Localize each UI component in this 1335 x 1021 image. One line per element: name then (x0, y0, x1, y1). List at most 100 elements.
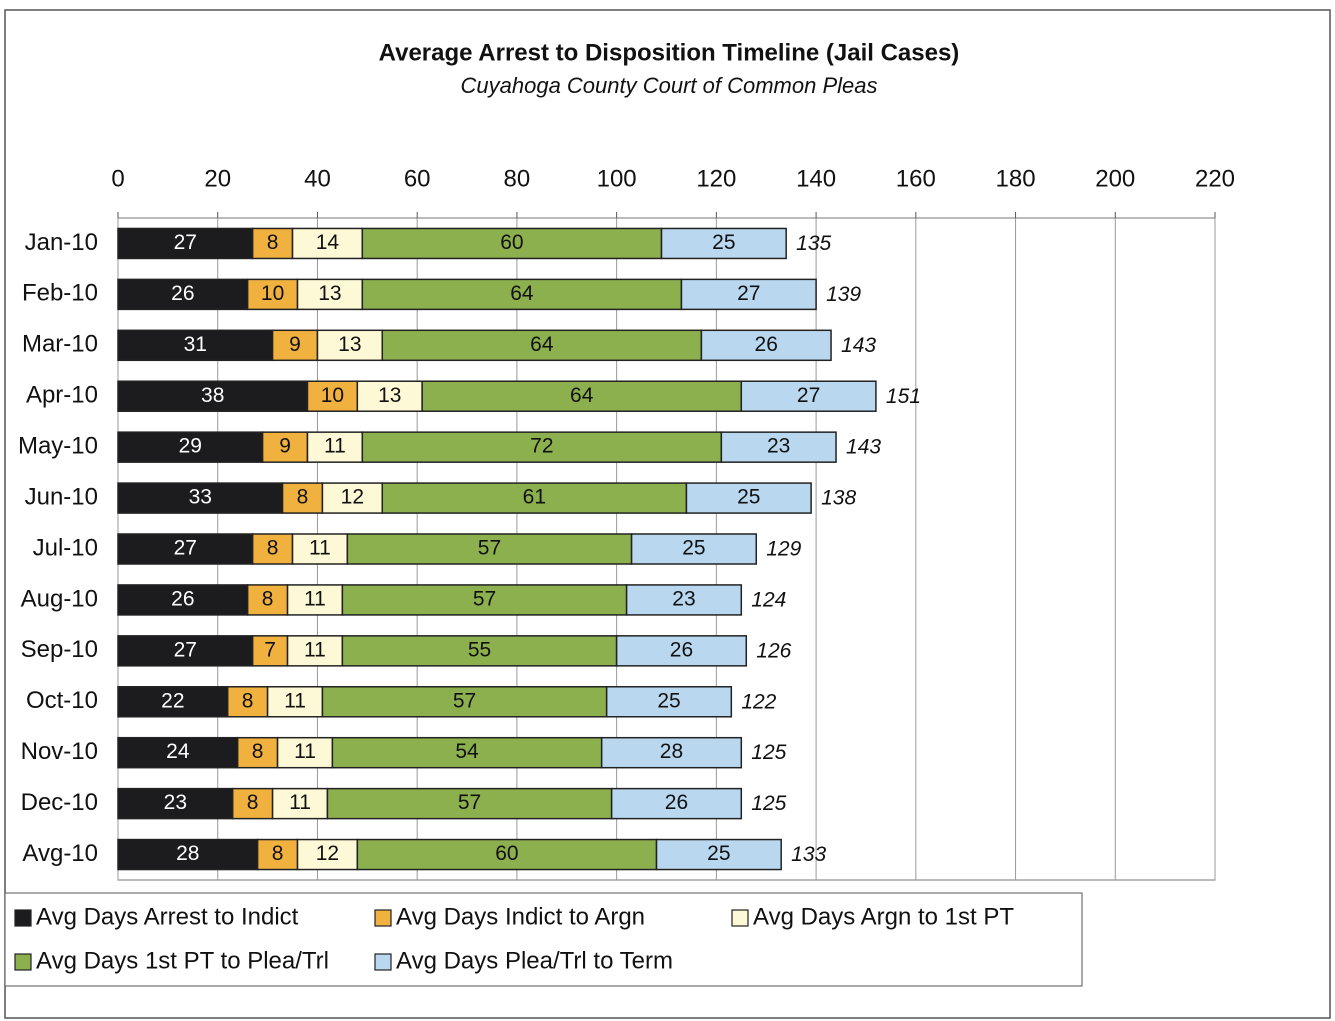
data-label: 55 (468, 638, 491, 661)
data-label: 33 (189, 486, 212, 509)
bar-segment (246, 584, 289, 616)
data-label: 26 (665, 791, 688, 814)
x-tick-label: 160 (896, 165, 936, 192)
data-label: 24 (166, 740, 190, 763)
x-tick-label: 20 (204, 165, 231, 192)
x-tick-label: 60 (404, 165, 431, 192)
legend-swatch (14, 953, 32, 971)
bar-segment (291, 227, 364, 260)
data-label: 28 (176, 842, 199, 865)
data-label: 57 (473, 587, 496, 610)
data-label: 26 (171, 587, 194, 610)
bar-segment (361, 431, 723, 463)
data-label: 9 (289, 333, 301, 356)
bar-segment (296, 278, 364, 311)
bar-segment (625, 584, 743, 616)
data-label: 27 (174, 231, 197, 254)
total-label: 125 (751, 792, 786, 815)
data-label: 8 (297, 486, 309, 509)
data-label: 64 (570, 384, 594, 407)
data-label: 23 (164, 791, 187, 814)
data-label: 8 (267, 537, 279, 560)
bar-segment (231, 787, 274, 820)
y-tick-label: Mar-10 (22, 331, 98, 358)
legend-label: Avg Days Argn to 1st PT (753, 903, 1014, 930)
bar-segment (246, 278, 299, 311)
legend-swatch (731, 909, 749, 927)
legend-label: Avg Days Indict to Argn (396, 903, 645, 930)
data-label: 13 (378, 384, 401, 407)
legend-swatch (374, 953, 392, 971)
y-tick-label: Sep-10 (21, 636, 98, 663)
bar-segment (226, 686, 269, 718)
data-label: 64 (530, 333, 554, 356)
bar-segment (356, 380, 423, 412)
bar-segment (660, 227, 787, 260)
bar-segment (286, 635, 344, 667)
y-tick-label: Jul-10 (33, 534, 98, 561)
data-label: 29 (179, 435, 202, 458)
bar-segment (630, 533, 758, 565)
data-label: 8 (262, 587, 274, 610)
bar-segment (251, 533, 294, 565)
bar-segment (326, 787, 613, 820)
legend-swatch (374, 909, 392, 927)
bar-segment (117, 329, 274, 362)
y-tick-label: Jun-10 (25, 483, 98, 510)
bar-segment (117, 380, 309, 412)
data-label: 8 (252, 740, 264, 763)
data-label: 11 (294, 740, 316, 763)
bar-segment (610, 787, 743, 820)
data-label: 27 (737, 282, 760, 305)
bar-segment (117, 584, 249, 616)
bar-segment (117, 482, 284, 514)
bar-segment (720, 431, 837, 463)
total-label: 139 (826, 283, 861, 306)
bar-segment (346, 533, 633, 565)
bar-segment (117, 227, 254, 260)
bar-segment (286, 584, 344, 616)
bar-segment (306, 380, 359, 412)
bar-segment (680, 278, 817, 311)
x-tick-label: 220 (1195, 165, 1235, 192)
chart-subtitle: Cuyahoga County Court of Common Pleas (461, 73, 878, 98)
total-label: 143 (846, 436, 881, 459)
bar-segment (266, 686, 324, 718)
y-tick-label: Nov-10 (21, 738, 98, 765)
total-label: 122 (741, 690, 776, 713)
data-label: 22 (161, 689, 184, 712)
data-label: 60 (495, 842, 518, 865)
y-tick-label: Avg-10 (22, 840, 98, 867)
data-label: 23 (672, 587, 695, 610)
data-label: 11 (304, 587, 326, 610)
total-label: 125 (751, 741, 786, 764)
y-tick-label: Aug-10 (21, 585, 98, 612)
legend-label: Avg Days 1st PT to Plea/Trl (36, 947, 329, 974)
bar-segment (117, 838, 259, 871)
data-label: 13 (318, 282, 341, 305)
total-label: 135 (796, 232, 831, 255)
bar-segment (117, 278, 249, 311)
data-label: 26 (755, 333, 778, 356)
total-label: 129 (766, 538, 801, 561)
y-tick-label: Jan-10 (25, 229, 98, 256)
data-label: 61 (523, 486, 546, 509)
x-tick-label: 40 (304, 165, 331, 192)
data-label: 38 (201, 384, 224, 407)
total-label: 138 (821, 487, 856, 510)
data-label: 12 (341, 486, 364, 509)
total-label: 151 (886, 385, 921, 408)
data-label: 8 (272, 842, 284, 865)
data-label: 27 (797, 384, 820, 407)
data-label: 7 (264, 638, 276, 661)
data-label: 23 (767, 435, 790, 458)
y-tick-label: Apr-10 (26, 382, 98, 409)
bar-segment (600, 736, 743, 769)
bar-segment (236, 736, 279, 769)
x-tick-label: 80 (504, 165, 531, 192)
data-label: 28 (660, 740, 683, 763)
data-label: 60 (500, 231, 523, 254)
bar-segment (615, 635, 748, 667)
data-label: 11 (284, 689, 306, 712)
